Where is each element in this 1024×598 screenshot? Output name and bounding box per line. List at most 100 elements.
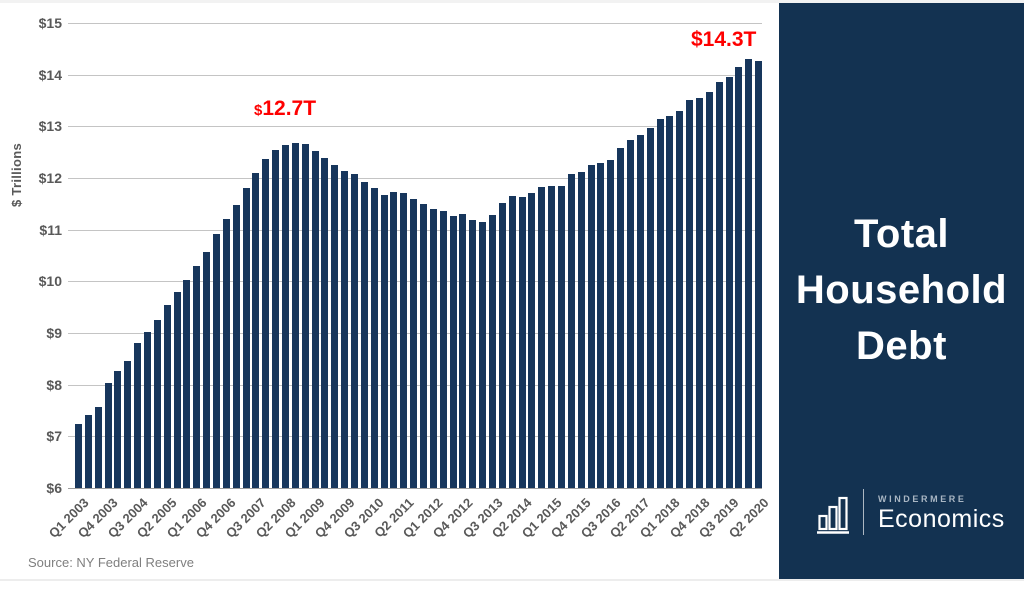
bar-q4-2003 — [104, 382, 112, 488]
bar-q1-2009 — [311, 151, 319, 488]
bar-q3-2010 — [370, 187, 378, 488]
bar-q3-2007 — [252, 172, 260, 488]
bar-q2-2005 — [163, 305, 171, 488]
bar-q3-2013 — [489, 215, 496, 488]
bar-q2-2020 — [755, 60, 763, 488]
latest-annotation: $14.3T — [691, 28, 757, 51]
bar-q3-2017 — [646, 128, 654, 488]
bar-q2-2019 — [715, 81, 723, 488]
bar-q1-2018 — [666, 115, 674, 488]
peak-annotation: $12.7T — [254, 97, 316, 121]
bar-q3-2019 — [725, 77, 733, 488]
bar-q1-2016 — [587, 165, 595, 488]
slide-bottom-edge — [0, 579, 1024, 581]
bar-q4-2010 — [380, 194, 388, 488]
bar-q4-2009 — [341, 170, 349, 488]
bar-q2-2012 — [439, 211, 447, 488]
bar-q1-2004 — [114, 370, 122, 488]
bar-q3-2003 — [94, 406, 102, 488]
bar-q3-2014 — [528, 193, 536, 488]
y-tick-label: $6 — [46, 480, 62, 496]
bar-q4-2007 — [262, 158, 270, 488]
bar-q2-2007 — [242, 188, 250, 488]
y-tick-label: $8 — [46, 376, 62, 393]
bar-q1-2011 — [390, 191, 398, 488]
bar-q1-2012 — [429, 209, 437, 488]
brand-logo: WINDERMERE Economics — [817, 488, 1005, 538]
bar-q3-2009 — [331, 165, 339, 488]
brand-text: WINDERMERE Economics — [878, 488, 1005, 534]
gridline — [68, 488, 762, 489]
bar-q1-2019 — [705, 91, 713, 488]
bar-q2-2004 — [124, 361, 132, 488]
bar-q1-2014 — [508, 196, 516, 488]
gridline — [68, 126, 762, 128]
bar-q4-2016 — [617, 148, 625, 488]
bar-q1-2010 — [351, 173, 358, 488]
y-tick-label: $10 — [38, 273, 62, 290]
bar-q4-2006 — [222, 218, 230, 488]
bar-q2-2014 — [518, 197, 526, 488]
peak-annotation-value: 12.7T — [262, 97, 317, 120]
brand-division: Economics — [878, 505, 1005, 533]
bar-q1-2003 — [75, 424, 82, 488]
chart-title-line-3: Debt — [856, 324, 947, 368]
logo-divider — [863, 489, 864, 535]
bar-q2-2016 — [597, 163, 605, 488]
y-tick-label: $9 — [46, 325, 62, 341]
bar-q1-2005 — [153, 319, 161, 488]
source-note: Source: NY Federal Reserve — [28, 555, 194, 570]
bar-q4-2017 — [656, 118, 664, 488]
bar-q4-2015 — [577, 171, 585, 488]
bar-q2-2011 — [400, 193, 408, 488]
bar-q1-2007 — [232, 204, 240, 488]
bar-q3-2016 — [607, 159, 615, 488]
bar-q4-2004 — [144, 331, 151, 488]
bar-q1-2006 — [193, 265, 201, 488]
bar-q1-2020 — [745, 59, 753, 488]
chart-title: Total Household Debt — [779, 206, 1024, 374]
y-tick-label: $14 — [38, 66, 62, 83]
chart-panel: $ Trillions $6 $7 $8 $9 $10 $11 $12 $13 $14 $15 Q1… — [9, 15, 772, 570]
y-tick-label: $7 — [46, 428, 62, 445]
chart-title-line-2: Household — [795, 268, 1008, 312]
bar-q4-2011 — [420, 204, 427, 488]
bar-q3-2012 — [449, 215, 457, 488]
bar-q4-2008 — [301, 143, 309, 488]
gridline — [68, 178, 762, 179]
bar-q1-2015 — [548, 185, 556, 489]
bar-q4-2014 — [538, 186, 546, 488]
peak-annotation-dollar: $ — [254, 102, 263, 119]
gridline — [68, 74, 762, 76]
bar-q1-2008 — [272, 150, 280, 488]
bar-q2-2008 — [282, 145, 289, 488]
bar-q2-2006 — [203, 251, 211, 488]
slide-top-edge — [0, 0, 1024, 3]
bar-q4-2013 — [498, 202, 506, 488]
chart-title-line-1: Total — [853, 212, 950, 256]
bar-q2-2009 — [321, 158, 329, 488]
bar-q3-2011 — [410, 198, 418, 488]
bar-q2-2013 — [479, 221, 487, 488]
gridline — [68, 23, 762, 24]
bar-q4-2019 — [735, 66, 743, 488]
bar-q2-2015 — [558, 185, 565, 489]
bar-q4-2018 — [696, 98, 703, 488]
bar-q4-2012 — [459, 213, 467, 488]
bar-q3-2004 — [134, 342, 142, 488]
bar-q3-2005 — [173, 292, 181, 488]
bar-q2-2018 — [676, 111, 684, 488]
bar-q2-2017 — [636, 134, 644, 488]
brand-name: WINDERMERE — [878, 494, 967, 504]
bar-q4-2005 — [183, 280, 191, 488]
bar-q3-2015 — [567, 174, 575, 488]
bar-q3-2008 — [291, 142, 299, 488]
sidebar: Total Household Debt — [779, 0, 1024, 581]
bar-q2-2003 — [84, 415, 92, 488]
y-tick-label: $15 — [38, 15, 62, 31]
y-tick-label: $11 — [39, 221, 62, 238]
bar-q3-2018 — [686, 100, 694, 488]
bar-q3-2006 — [213, 233, 220, 488]
bar-q1-2017 — [627, 140, 634, 488]
bar-chart-icon — [817, 496, 849, 534]
